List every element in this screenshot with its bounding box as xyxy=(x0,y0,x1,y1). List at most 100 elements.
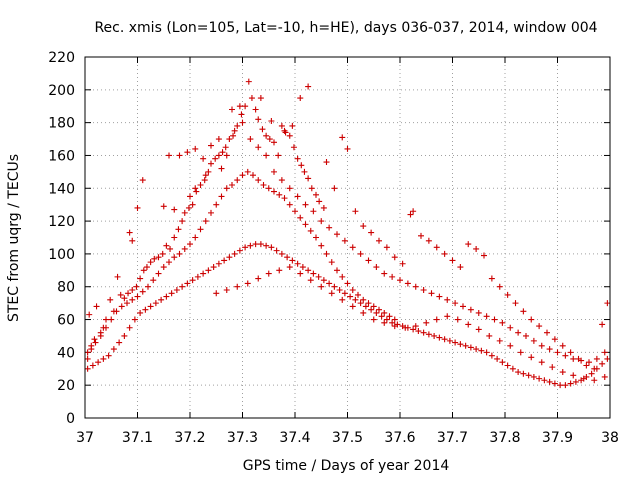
data-point xyxy=(320,277,327,284)
data-point xyxy=(475,309,482,316)
data-point xyxy=(213,201,220,208)
data-point xyxy=(265,270,272,277)
data-point xyxy=(173,287,180,294)
data-point xyxy=(242,103,249,110)
data-point xyxy=(580,375,587,382)
data-point xyxy=(192,145,199,152)
data-point xyxy=(150,277,157,284)
data-point xyxy=(546,378,553,385)
data-point xyxy=(349,303,356,310)
x-axis-ticks: 37 37.1 37.2 37.3 37.4 37.5 37.6 37.7 37.8 37.9 38 xyxy=(76,57,619,446)
data-point xyxy=(381,319,388,326)
data-point xyxy=(181,245,188,252)
data-point xyxy=(289,122,296,129)
data-point xyxy=(271,188,277,195)
data-point xyxy=(360,296,367,303)
data-point xyxy=(454,316,461,323)
x-tick-label: 37.6 xyxy=(384,430,415,446)
data-point xyxy=(192,185,199,192)
data-point xyxy=(236,103,243,110)
data-point xyxy=(339,134,346,141)
data-point xyxy=(158,296,165,303)
data-point xyxy=(139,288,146,295)
data-point xyxy=(520,370,527,377)
data-point xyxy=(528,316,535,323)
data-point xyxy=(234,122,241,129)
data-point xyxy=(583,362,590,369)
y-axis-label: STEC from uqrg / TECUs xyxy=(6,154,22,322)
data-point xyxy=(276,191,283,198)
data-point xyxy=(197,181,204,188)
data-point xyxy=(559,369,566,376)
data-point xyxy=(386,313,393,320)
data-point xyxy=(444,313,451,320)
data-point xyxy=(160,264,167,271)
data-point xyxy=(223,185,230,192)
data-point xyxy=(339,273,346,280)
data-point xyxy=(328,259,335,266)
data-point xyxy=(381,270,388,277)
data-point xyxy=(370,316,377,323)
data-point xyxy=(551,380,558,387)
data-point xyxy=(441,250,448,257)
data-point xyxy=(155,270,162,277)
data-point xyxy=(465,241,472,248)
data-point xyxy=(265,185,272,192)
data-point xyxy=(307,227,314,234)
data-point xyxy=(129,237,136,244)
data-point xyxy=(202,172,209,179)
data-point xyxy=(315,273,322,280)
data-point xyxy=(517,349,524,356)
data-point xyxy=(131,316,138,323)
data-point xyxy=(117,291,124,298)
data-point xyxy=(133,283,140,290)
data-point xyxy=(357,300,364,307)
data-point xyxy=(160,203,167,210)
data-point xyxy=(255,116,262,123)
data-point xyxy=(286,132,293,139)
data-point xyxy=(271,168,277,175)
data-point xyxy=(544,329,550,336)
data-point xyxy=(310,270,317,277)
data-point xyxy=(360,309,367,316)
data-point xyxy=(420,287,427,294)
data-point xyxy=(541,377,548,384)
data-point xyxy=(365,300,372,307)
data-point xyxy=(179,283,186,290)
data-point xyxy=(255,144,262,151)
data-point xyxy=(208,142,214,149)
data-point xyxy=(376,237,382,244)
data-point xyxy=(193,188,200,195)
data-point xyxy=(331,283,338,290)
data-point xyxy=(601,373,608,380)
data-point xyxy=(239,172,246,179)
data-point xyxy=(230,132,237,139)
data-point xyxy=(212,155,219,162)
x-tick-label: 37.2 xyxy=(174,430,205,446)
data-point xyxy=(229,106,235,113)
data-point xyxy=(512,300,519,307)
data-point xyxy=(339,296,346,303)
data-point xyxy=(86,311,93,318)
data-point xyxy=(231,250,238,257)
y-tick-label: 60 xyxy=(57,313,75,329)
y-tick-label: 20 xyxy=(57,378,75,394)
data-point xyxy=(515,369,522,376)
data-point xyxy=(168,290,175,297)
data-point xyxy=(425,237,432,244)
data-point xyxy=(276,267,283,274)
data-point xyxy=(383,316,390,323)
data-point xyxy=(433,316,440,323)
data-point xyxy=(591,377,598,384)
y-tick-label: 140 xyxy=(48,181,75,197)
data-point xyxy=(389,273,396,280)
data-point xyxy=(457,341,464,348)
x-tick-label: 37 xyxy=(76,430,94,446)
data-point xyxy=(255,177,262,184)
data-point xyxy=(171,254,178,261)
data-point xyxy=(263,152,270,159)
data-point xyxy=(341,237,348,244)
data-point xyxy=(140,267,147,274)
data-point xyxy=(247,136,254,143)
